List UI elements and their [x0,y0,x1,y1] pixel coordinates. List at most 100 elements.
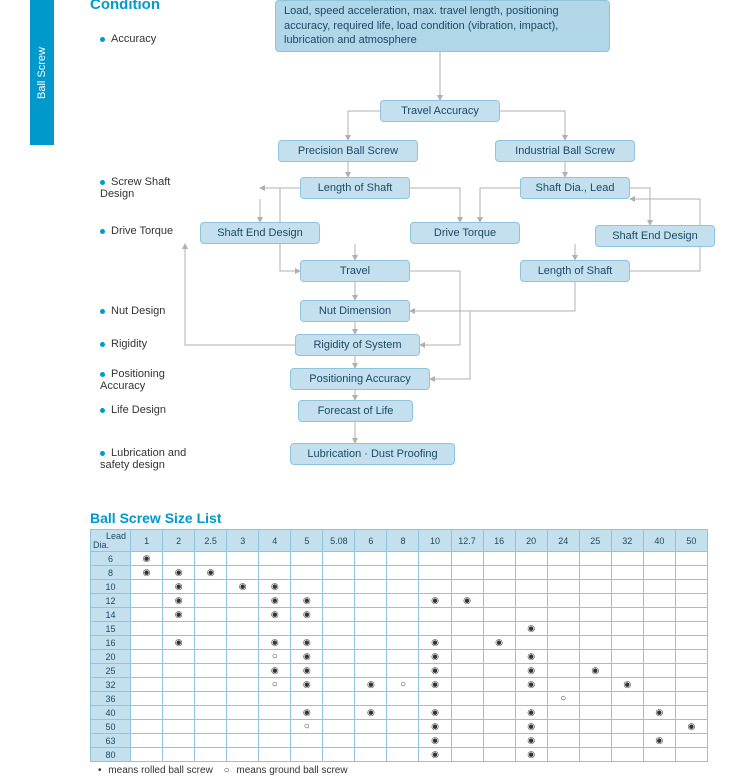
table-legend: • means rolled ball screw ○ means ground… [90,765,708,776]
size-cell [675,748,707,762]
size-cell [291,664,323,678]
lead-header: 40 [643,530,675,552]
size-cell [163,720,195,734]
lead-header: 16 [483,530,515,552]
lead-header: 8 [387,530,419,552]
size-cell [227,566,259,580]
flow-box-rig: Rigidity of System [295,334,420,356]
size-cell [515,734,547,748]
table-row: 63 [91,734,708,748]
size-cell [291,552,323,566]
flow-box-los1: Length of Shaft [300,177,410,199]
size-cell [611,692,643,706]
size-cell [675,650,707,664]
size-cell [355,636,387,650]
size-cell [611,552,643,566]
size-cell [227,552,259,566]
size-cell [547,594,579,608]
size-cell [227,706,259,720]
size-cell [419,594,451,608]
lead-header: 10 [419,530,451,552]
size-cell [675,622,707,636]
size-cell [419,622,451,636]
size-cell [259,580,291,594]
size-cell [547,692,579,706]
lead-header: 3 [227,530,259,552]
size-cell [451,734,483,748]
table-row: 50 [91,720,708,734]
size-cell [163,692,195,706]
lead-header: 5 [291,530,323,552]
size-cell [611,678,643,692]
size-cell [515,664,547,678]
size-cell [259,720,291,734]
size-cell [419,650,451,664]
size-cell [227,608,259,622]
size-cell [291,608,323,622]
size-cell [131,650,163,664]
size-cell [483,580,515,594]
size-cell [419,678,451,692]
lead-header: 2.5 [195,530,227,552]
dia-header: 36 [91,692,131,706]
size-cell [643,622,675,636]
size-cell [611,580,643,594]
size-cell [227,636,259,650]
size-cell [163,706,195,720]
size-cell [451,594,483,608]
size-cell [227,594,259,608]
size-cell [131,636,163,650]
size-cell [515,678,547,692]
size-cell [355,608,387,622]
table-row: 80 [91,748,708,762]
dia-header: 63 [91,734,131,748]
bullet-item: Rigidity [100,338,147,350]
size-cell [579,748,611,762]
size-cell [419,664,451,678]
dia-header: 14 [91,608,131,622]
size-cell [643,692,675,706]
table-row: 6 [91,552,708,566]
table-row: 8 [91,566,708,580]
size-cell [515,580,547,594]
size-cell [387,664,419,678]
size-cell [195,594,227,608]
size-cell [675,594,707,608]
size-cell [355,580,387,594]
flow-box-lub: Lubrication · Dust Proofing [290,443,455,465]
size-cell [643,734,675,748]
size-cell [131,692,163,706]
size-cell [451,692,483,706]
size-cell [131,566,163,580]
size-cell [131,580,163,594]
lead-header: 6 [355,530,387,552]
size-cell [547,734,579,748]
size-cell [643,566,675,580]
size-cell [643,552,675,566]
flow-box-life: Forecast of Life [298,400,413,422]
size-cell [611,720,643,734]
size-cell [163,636,195,650]
size-cell [259,594,291,608]
size-cell [387,622,419,636]
size-cell [611,566,643,580]
bullet-item: Screw Shaft Design [100,176,170,200]
size-cell [323,566,355,580]
size-cell [163,734,195,748]
size-cell [451,720,483,734]
size-cell [643,636,675,650]
size-cell [515,608,547,622]
size-cell [195,692,227,706]
size-cell [547,650,579,664]
size-cell [195,650,227,664]
size-cell [227,622,259,636]
size-cell [323,692,355,706]
table-row: 36 [91,692,708,706]
size-cell [483,692,515,706]
size-cell [323,664,355,678]
size-cell [579,678,611,692]
size-cell [483,636,515,650]
table-row: 32 [91,678,708,692]
table-row: 10 [91,580,708,594]
table-corner-cell: LeadDia. [91,530,131,552]
